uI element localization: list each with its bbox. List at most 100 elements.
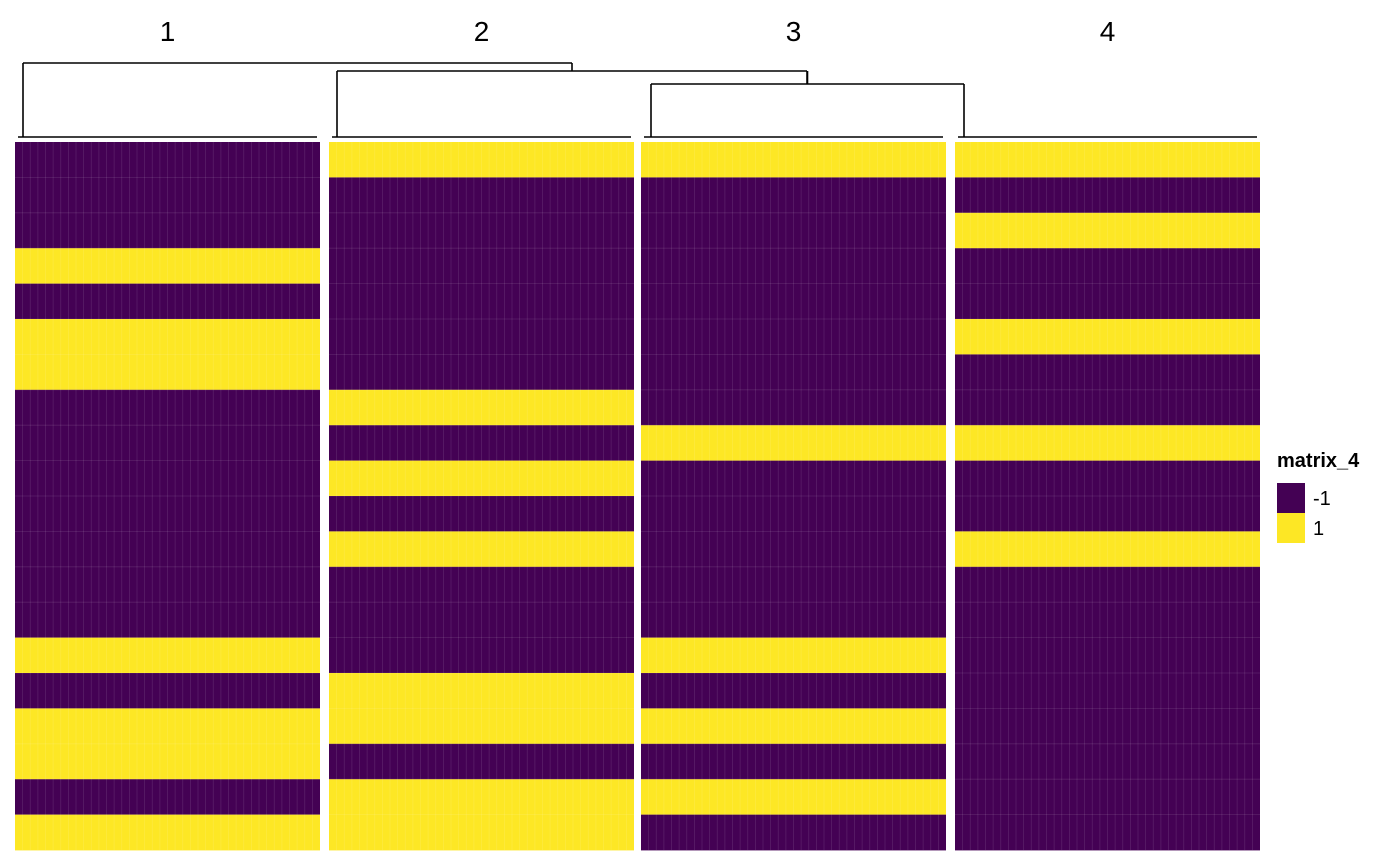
heatmap-cell-r17-c2	[329, 708, 634, 745]
heatmap-cell-r19-c1	[15, 779, 320, 815]
heatmap-cell-r10-c2	[329, 460, 634, 497]
heatmap-cell-r7-c2	[329, 354, 634, 391]
heatmap-cell-r15-c1	[15, 637, 320, 674]
heatmap-block-3	[641, 142, 946, 851]
heatmap-cell-r13-c3	[641, 566, 946, 603]
heatmap-cell-r9-c4	[955, 425, 1260, 461]
legend: matrix_4 -1 1	[1277, 450, 1360, 543]
heatmap-cell-r12-c2	[329, 531, 634, 568]
heatmap-cell-r1-c3	[641, 142, 946, 178]
heatmap-cell-r12-c3	[641, 531, 946, 568]
heatmap-cell-r6-c4	[955, 319, 1260, 355]
heatmap-cell-r8-c1	[15, 389, 320, 426]
heatmap-cell-r14-c3	[641, 602, 946, 638]
heatmap-cell-r5-c1	[15, 283, 320, 320]
heatmap-cell-r11-c2	[329, 496, 634, 532]
heatmap-cell-r3-c1	[15, 212, 320, 249]
heatmap-cell-r5-c2	[329, 283, 634, 320]
heatmap-cell-r18-c4	[955, 743, 1260, 780]
heatmap-cell-r1-c1	[15, 142, 320, 178]
heatmap-cell-r15-c2	[329, 637, 634, 674]
heatmap-cell-r14-c1	[15, 602, 320, 638]
heatmap-cell-r4-c4	[955, 248, 1260, 284]
column-separators-2	[329, 142, 634, 850]
heatmap-cell-r15-c4	[955, 637, 1260, 674]
heatmap-cell-r19-c4	[955, 779, 1260, 815]
column-group-titles: 1 2 3 4	[160, 16, 1116, 47]
heatmap-cell-r9-c2	[329, 425, 634, 461]
heatmap-cell-r5-c3	[641, 283, 946, 320]
heatmap-cell-r2-c2	[329, 177, 634, 214]
column-group-title-4: 4	[1100, 16, 1116, 47]
heatmap-cell-r19-c2	[329, 779, 634, 815]
legend-swatch--1	[1277, 483, 1305, 513]
heatmap-cell-r9-c1	[15, 425, 320, 461]
heatmap-cell-r20-c1	[15, 814, 320, 851]
heatmap-cell-r1-c2	[329, 142, 634, 178]
heatmap-cell-r3-c3	[641, 212, 946, 249]
heatmap-cell-r16-c1	[15, 673, 320, 709]
heatmap-cell-r20-c4	[955, 814, 1260, 851]
heatmap-cell-r11-c4	[955, 496, 1260, 532]
heatmap-cell-r8-c4	[955, 389, 1260, 426]
heatmap-cell-r2-c4	[955, 177, 1260, 214]
heatmap-cell-r8-c2	[329, 389, 634, 426]
heatmap-cell-r1-c4	[955, 142, 1260, 178]
heatmap-cell-r3-c2	[329, 212, 634, 249]
heatmap-block-2	[329, 142, 634, 851]
heatmap-cell-r16-c2	[329, 673, 634, 709]
column-separators-1	[15, 142, 320, 850]
heatmap-cell-r16-c4	[955, 673, 1260, 709]
heatmap-cell-r7-c4	[955, 354, 1260, 391]
heatmap-cell-r10-c1	[15, 460, 320, 497]
heatmap-cell-r18-c3	[641, 743, 946, 780]
heatmap-cell-r4-c2	[329, 248, 634, 284]
heatmap-cell-r9-c3	[641, 425, 946, 461]
heatmap-cell-r15-c3	[641, 637, 946, 674]
heatmap-block-4	[955, 142, 1260, 851]
heatmap-cell-r18-c1	[15, 743, 320, 780]
heatmap-cell-r10-c3	[641, 460, 946, 497]
heatmap-cell-r20-c2	[329, 814, 634, 851]
heatmap-cell-r20-c3	[641, 814, 946, 851]
heatmap-cell-r18-c2	[329, 743, 634, 780]
heatmap-cell-r4-c1	[15, 248, 320, 284]
heatmap-cell-r12-c1	[15, 531, 320, 568]
heatmap-block-1	[15, 142, 320, 851]
heatmap-cell-r6-c3	[641, 319, 946, 355]
legend-swatch-1	[1277, 513, 1305, 543]
heatmap-cell-r2-c1	[15, 177, 320, 214]
heatmap-cell-r3-c4	[955, 212, 1260, 249]
heatmap-cell-r19-c3	[641, 779, 946, 815]
heatmap-cell-r17-c1	[15, 708, 320, 745]
heatmap-cell-r14-c2	[329, 602, 634, 638]
legend-label-1: 1	[1313, 518, 1324, 540]
column-group-title-3: 3	[786, 16, 802, 47]
heatmap-cell-r12-c4	[955, 531, 1260, 568]
heatmap-body	[15, 142, 1260, 851]
heatmap-cell-r13-c1	[15, 566, 320, 603]
legend-title: matrix_4	[1277, 450, 1360, 472]
heatmap-cell-r10-c4	[955, 460, 1260, 497]
heatmap-cell-r11-c3	[641, 496, 946, 532]
heatmap-cell-r6-c1	[15, 319, 320, 355]
heatmap-cell-r7-c1	[15, 354, 320, 391]
column-separators-3	[641, 142, 946, 850]
heatmap-cell-r17-c4	[955, 708, 1260, 745]
heatmap-cell-r17-c3	[641, 708, 946, 745]
heatmap-cell-r4-c3	[641, 248, 946, 284]
heatmap-cell-r13-c2	[329, 566, 634, 603]
column-separators-4	[955, 142, 1260, 850]
heatmap-cell-r8-c3	[641, 389, 946, 426]
heatmap-cell-r6-c2	[329, 319, 634, 355]
heatmap-cell-r11-c1	[15, 496, 320, 532]
column-dendrogram	[18, 62, 1257, 138]
column-group-title-2: 2	[474, 16, 490, 47]
heatmap-cell-r14-c4	[955, 602, 1260, 638]
heatmap-cell-r7-c3	[641, 354, 946, 391]
column-group-title-1: 1	[160, 16, 176, 47]
heatmap-cell-r2-c3	[641, 177, 946, 214]
heatmap-cell-r16-c3	[641, 673, 946, 709]
legend-label--1: -1	[1313, 488, 1331, 510]
